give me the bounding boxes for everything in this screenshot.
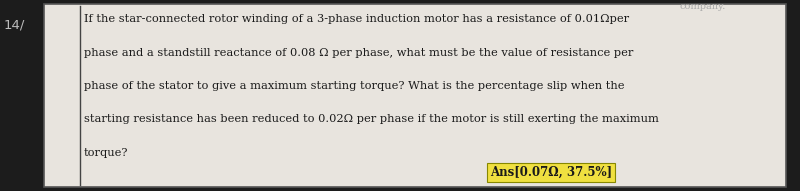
Text: If the star-connected rotor winding of a 3-phase induction motor has a resistanc: If the star-connected rotor winding of a…: [84, 14, 629, 24]
Text: Ans[0.07Ω, 37.5%]: Ans[0.07Ω, 37.5%]: [490, 166, 612, 179]
Text: company.: company.: [680, 2, 726, 11]
Text: phase of the stator to give a maximum starting torque? What is the percentage sl: phase of the stator to give a maximum st…: [84, 81, 625, 91]
Text: starting resistance has been reduced to 0.02Ω per phase if the motor is still ex: starting resistance has been reduced to …: [84, 114, 659, 125]
Text: torque?: torque?: [84, 148, 129, 158]
Text: 14/: 14/: [4, 18, 26, 31]
Text: phase and a standstill reactance of 0.08 Ω per phase, what must be the value of : phase and a standstill reactance of 0.08…: [84, 48, 634, 57]
